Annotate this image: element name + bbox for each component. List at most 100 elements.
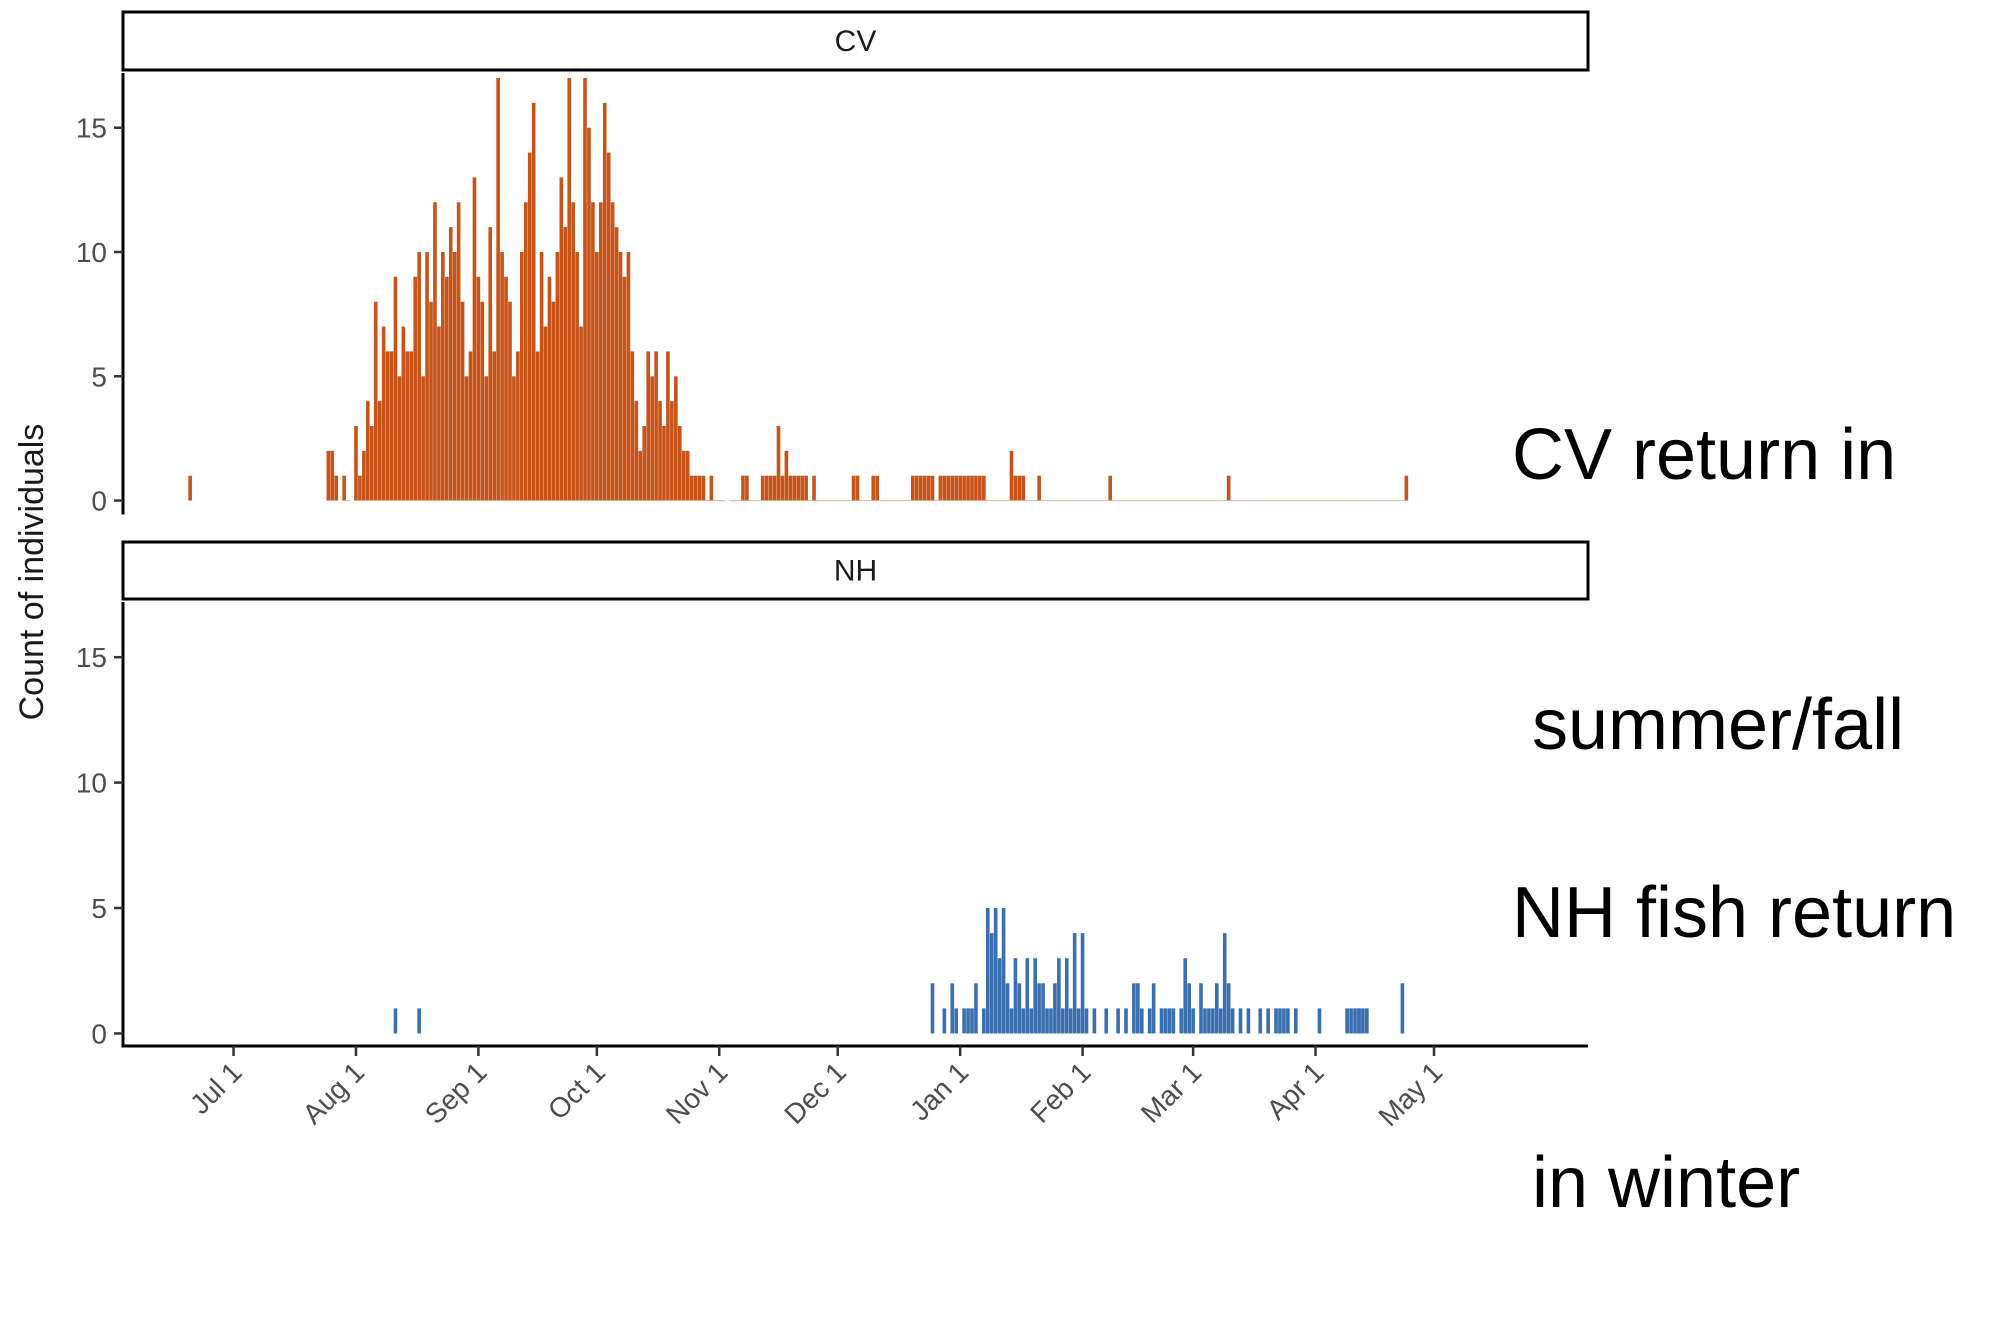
bar [1143,500,1148,502]
bar [1132,983,1136,1034]
bar [831,500,836,502]
bar [512,376,516,501]
bar [1191,500,1195,502]
bar [638,450,643,501]
bar [1171,1008,1176,1034]
bar [1120,500,1124,502]
bar [1274,1008,1278,1034]
bar [1286,500,1290,502]
bar [1124,1008,1128,1034]
bar [662,425,666,501]
bar [1238,1008,1243,1034]
chart: Count of individuals CV 0 5 10 15 NH 0 5 10 15 Ju… [13,10,1590,1132]
bar [543,326,548,501]
bar [1167,1008,1172,1034]
bar [1404,475,1409,501]
bar [764,475,769,501]
bar [606,152,611,501]
bar [1270,500,1274,502]
bar [677,425,682,501]
bar [891,500,895,502]
bar [1100,500,1105,502]
bar [642,425,647,501]
x-tick-label: Nov 1 [660,1056,734,1130]
bar [1009,450,1014,501]
bar [697,475,702,501]
bar [1072,500,1077,502]
bar [1384,500,1389,502]
bar [1353,1008,1357,1034]
bar [982,475,986,501]
bar [1068,500,1073,502]
bar [1092,500,1097,502]
bar [1025,500,1030,502]
x-axis: Jul 1 Aug 1 Sep 1 Oct 1 Nov 1 Dec 1 Jan 1 Feb 1… [121,1044,1588,1132]
bar [421,376,425,501]
bar [1021,475,1026,501]
bar [1396,500,1401,502]
bar [800,475,805,501]
bar [879,500,883,502]
bar [828,500,832,502]
bar [583,77,587,501]
bar [1128,500,1132,502]
bar [966,475,970,501]
bar [377,401,382,501]
bar [1060,1008,1065,1034]
bar [630,351,635,501]
bar [1278,500,1282,502]
bar [701,475,706,501]
bar [1171,500,1176,502]
bar [1345,1008,1349,1034]
bar [1301,500,1306,502]
bar [1400,983,1405,1034]
y-tick-label: 10 [76,768,107,799]
bar [804,475,808,501]
bar [1230,500,1235,502]
bar [460,301,465,501]
bar [950,983,955,1034]
bar [760,475,765,501]
bar [1372,500,1377,502]
bar [1226,475,1231,501]
y-tick-label: 5 [91,893,107,924]
bar [914,475,919,501]
bar [733,500,737,502]
y-tick-label: 0 [91,1018,107,1049]
bar [1017,983,1022,1034]
bar [484,376,489,501]
bar [843,500,848,502]
bar [354,425,358,501]
bar [1076,500,1081,502]
bar [448,227,453,501]
bar [709,475,714,501]
bar [658,401,662,501]
bar [721,500,726,502]
bar [1349,500,1353,502]
bar [1179,1008,1184,1034]
bar [342,475,346,501]
bar [535,351,540,501]
bar [1266,500,1270,502]
x-tick-label: Jul 1 [184,1056,248,1120]
bar [784,450,789,501]
bar [681,450,686,501]
y-tick-label: 10 [76,237,107,268]
bar [883,500,887,502]
bar [1278,1008,1282,1034]
bar [930,983,935,1034]
bar [859,500,864,502]
bar [863,500,868,502]
bar [954,1008,959,1034]
bar [369,425,374,501]
bar [1080,933,1085,1034]
bar [602,102,607,501]
bar [516,351,520,501]
x-tick-label: May 1 [1372,1056,1448,1132]
bar [1072,933,1077,1034]
bar [1183,500,1188,502]
bar [1104,1008,1109,1034]
bar [938,475,943,501]
bar [1116,1008,1120,1034]
bar [373,301,378,501]
